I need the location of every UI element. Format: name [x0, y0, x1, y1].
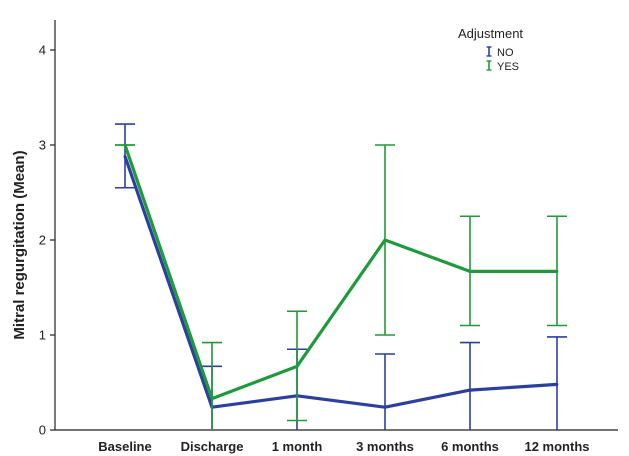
y-tick-label: 1 [39, 328, 46, 343]
x-tick-label: 12 months [524, 439, 589, 454]
x-tick-label: 1 month [272, 439, 323, 454]
series-no [115, 123, 567, 430]
data-point [555, 383, 559, 386]
y-tick-label: 4 [39, 43, 46, 58]
y-axis-label: Mitral regurgitation (Mean) [11, 150, 28, 339]
x-tick-label: 6 months [441, 439, 499, 454]
data-point [123, 155, 127, 158]
data-point [468, 269, 472, 273]
x-tick-label: 3 months [356, 439, 414, 454]
legend-label-yes: YES [497, 61, 519, 73]
series-line [123, 155, 558, 409]
y-tick-label: 2 [39, 233, 46, 248]
y-tick-label: 3 [39, 138, 46, 153]
legend-title: Adjustment [458, 26, 523, 41]
series-line [123, 144, 557, 401]
x-tick-label: Baseline [98, 439, 151, 454]
legend-errorbar-icon [486, 60, 492, 71]
data-point [383, 405, 387, 409]
legend: Adjustment NO YES [458, 26, 523, 73]
plot-area: 0 1 2 3 4 Baseline Discharge 1 month 3 months 6 m… [39, 20, 618, 454]
series-yes [115, 143, 567, 430]
data-point [555, 269, 559, 273]
data-point [383, 238, 387, 242]
data-point [123, 143, 127, 147]
legend-label-no: NO [497, 47, 514, 59]
y-tick-label: 0 [39, 423, 46, 438]
data-point [468, 388, 472, 392]
data-point [210, 397, 214, 401]
x-tick-label: Discharge [181, 439, 244, 454]
data-point [295, 364, 299, 368]
legend-errorbar-icon [486, 46, 492, 57]
